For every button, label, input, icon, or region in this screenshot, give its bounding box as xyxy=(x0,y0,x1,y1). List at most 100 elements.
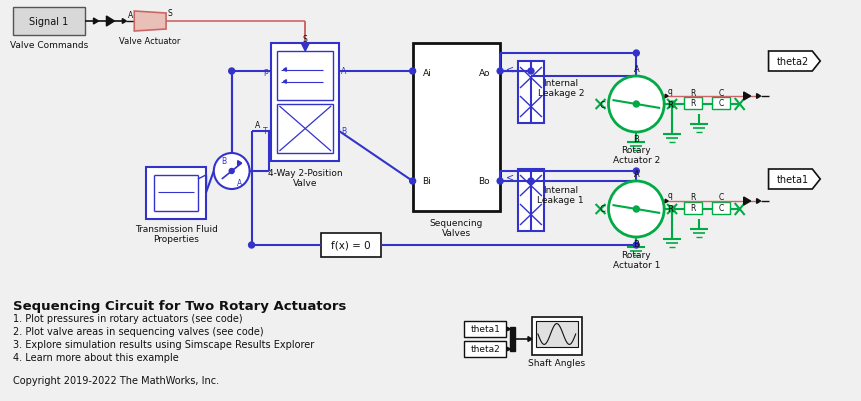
Bar xyxy=(517,170,543,231)
Text: theta2: theta2 xyxy=(470,344,499,354)
Polygon shape xyxy=(93,19,98,25)
Text: A: A xyxy=(633,170,639,179)
Circle shape xyxy=(668,207,674,213)
Polygon shape xyxy=(665,200,667,203)
Text: 3. Explore simulation results using Simscape Results Explorer: 3. Explore simulation results using Sims… xyxy=(13,339,314,349)
Text: Bo: Bo xyxy=(478,177,490,186)
Text: Actuator 1: Actuator 1 xyxy=(612,261,660,270)
Text: Sequencing Circuit for Two Rotary Actuators: Sequencing Circuit for Two Rotary Actuat… xyxy=(13,299,346,312)
Circle shape xyxy=(668,102,674,108)
Text: theta2: theta2 xyxy=(776,57,808,67)
Text: A: A xyxy=(127,12,133,20)
Bar xyxy=(146,168,206,219)
Text: theta1: theta1 xyxy=(470,325,499,334)
Text: C: C xyxy=(717,88,722,97)
Bar xyxy=(464,321,505,337)
Circle shape xyxy=(497,178,503,184)
Polygon shape xyxy=(506,347,510,351)
Text: A: A xyxy=(237,179,242,188)
Bar xyxy=(277,105,332,154)
Circle shape xyxy=(633,168,639,174)
Bar xyxy=(711,203,729,215)
Text: S: S xyxy=(302,35,307,45)
Text: C: C xyxy=(717,204,722,213)
Circle shape xyxy=(633,242,639,248)
Text: R: R xyxy=(690,88,695,97)
Bar xyxy=(536,321,577,347)
Polygon shape xyxy=(283,81,286,84)
Text: Valve Commands: Valve Commands xyxy=(9,41,88,51)
Text: R: R xyxy=(690,99,695,108)
Bar xyxy=(510,327,514,351)
Polygon shape xyxy=(238,161,241,166)
Polygon shape xyxy=(743,93,750,101)
Text: Valve: Valve xyxy=(293,179,317,188)
Bar xyxy=(412,44,499,211)
Polygon shape xyxy=(527,337,531,342)
Text: C: C xyxy=(599,100,604,109)
Text: C: C xyxy=(717,99,722,108)
Polygon shape xyxy=(756,199,759,204)
Bar xyxy=(321,233,381,257)
Circle shape xyxy=(497,69,503,75)
Circle shape xyxy=(633,51,639,57)
Text: Bi: Bi xyxy=(422,177,430,186)
Bar xyxy=(277,52,332,101)
Text: Actuator 2: Actuator 2 xyxy=(612,156,660,165)
Bar xyxy=(711,98,729,110)
Polygon shape xyxy=(106,17,115,27)
Text: 4. Learn more about this example: 4. Learn more about this example xyxy=(13,352,178,362)
Text: Ai: Ai xyxy=(422,69,430,78)
Text: Valve Actuator: Valve Actuator xyxy=(120,37,181,47)
Text: R: R xyxy=(690,193,695,202)
Text: T: T xyxy=(263,127,268,136)
Text: A: A xyxy=(255,121,260,130)
Polygon shape xyxy=(665,95,667,99)
Text: Internal: Internal xyxy=(542,186,578,195)
Polygon shape xyxy=(506,327,510,331)
Circle shape xyxy=(633,207,639,213)
Text: R: R xyxy=(690,204,695,213)
Text: <: < xyxy=(505,65,513,75)
Text: p: p xyxy=(263,67,268,76)
Circle shape xyxy=(527,178,533,184)
Bar xyxy=(684,203,701,215)
Text: R: R xyxy=(666,100,672,109)
Polygon shape xyxy=(768,52,820,72)
Text: Leakage 2: Leakage 2 xyxy=(537,88,584,97)
Polygon shape xyxy=(768,170,820,190)
Text: q: q xyxy=(667,191,672,200)
Text: 2. Plot valve areas in sequencing valves (see code): 2. Plot valve areas in sequencing valves… xyxy=(13,326,263,336)
Text: Signal 1: Signal 1 xyxy=(29,17,68,27)
Polygon shape xyxy=(756,94,759,99)
Polygon shape xyxy=(301,44,309,52)
Circle shape xyxy=(248,242,254,248)
Bar xyxy=(464,341,505,357)
Circle shape xyxy=(214,154,250,190)
Text: R: R xyxy=(666,205,672,214)
Circle shape xyxy=(633,102,639,108)
Text: Rotary: Rotary xyxy=(621,251,650,260)
Text: theta1: theta1 xyxy=(776,174,808,184)
Text: B: B xyxy=(633,135,639,144)
Circle shape xyxy=(409,178,415,184)
Bar xyxy=(531,317,581,355)
Circle shape xyxy=(409,69,415,75)
Circle shape xyxy=(228,69,234,75)
Text: 4-Way 2-Position: 4-Way 2-Position xyxy=(268,169,342,178)
Bar xyxy=(271,44,338,162)
Bar xyxy=(684,98,701,110)
Text: B: B xyxy=(633,240,639,249)
Text: S: S xyxy=(168,10,172,18)
Text: Copyright 2019-2022 The MathWorks, Inc.: Copyright 2019-2022 The MathWorks, Inc. xyxy=(13,375,219,385)
Text: Valves: Valves xyxy=(442,229,470,238)
Polygon shape xyxy=(122,20,127,24)
Bar xyxy=(517,62,543,124)
Text: B: B xyxy=(341,127,346,136)
Polygon shape xyxy=(283,69,286,72)
Text: Internal: Internal xyxy=(542,78,578,87)
Polygon shape xyxy=(743,198,750,205)
Circle shape xyxy=(229,169,234,174)
Circle shape xyxy=(608,77,663,133)
Text: B: B xyxy=(221,157,226,166)
